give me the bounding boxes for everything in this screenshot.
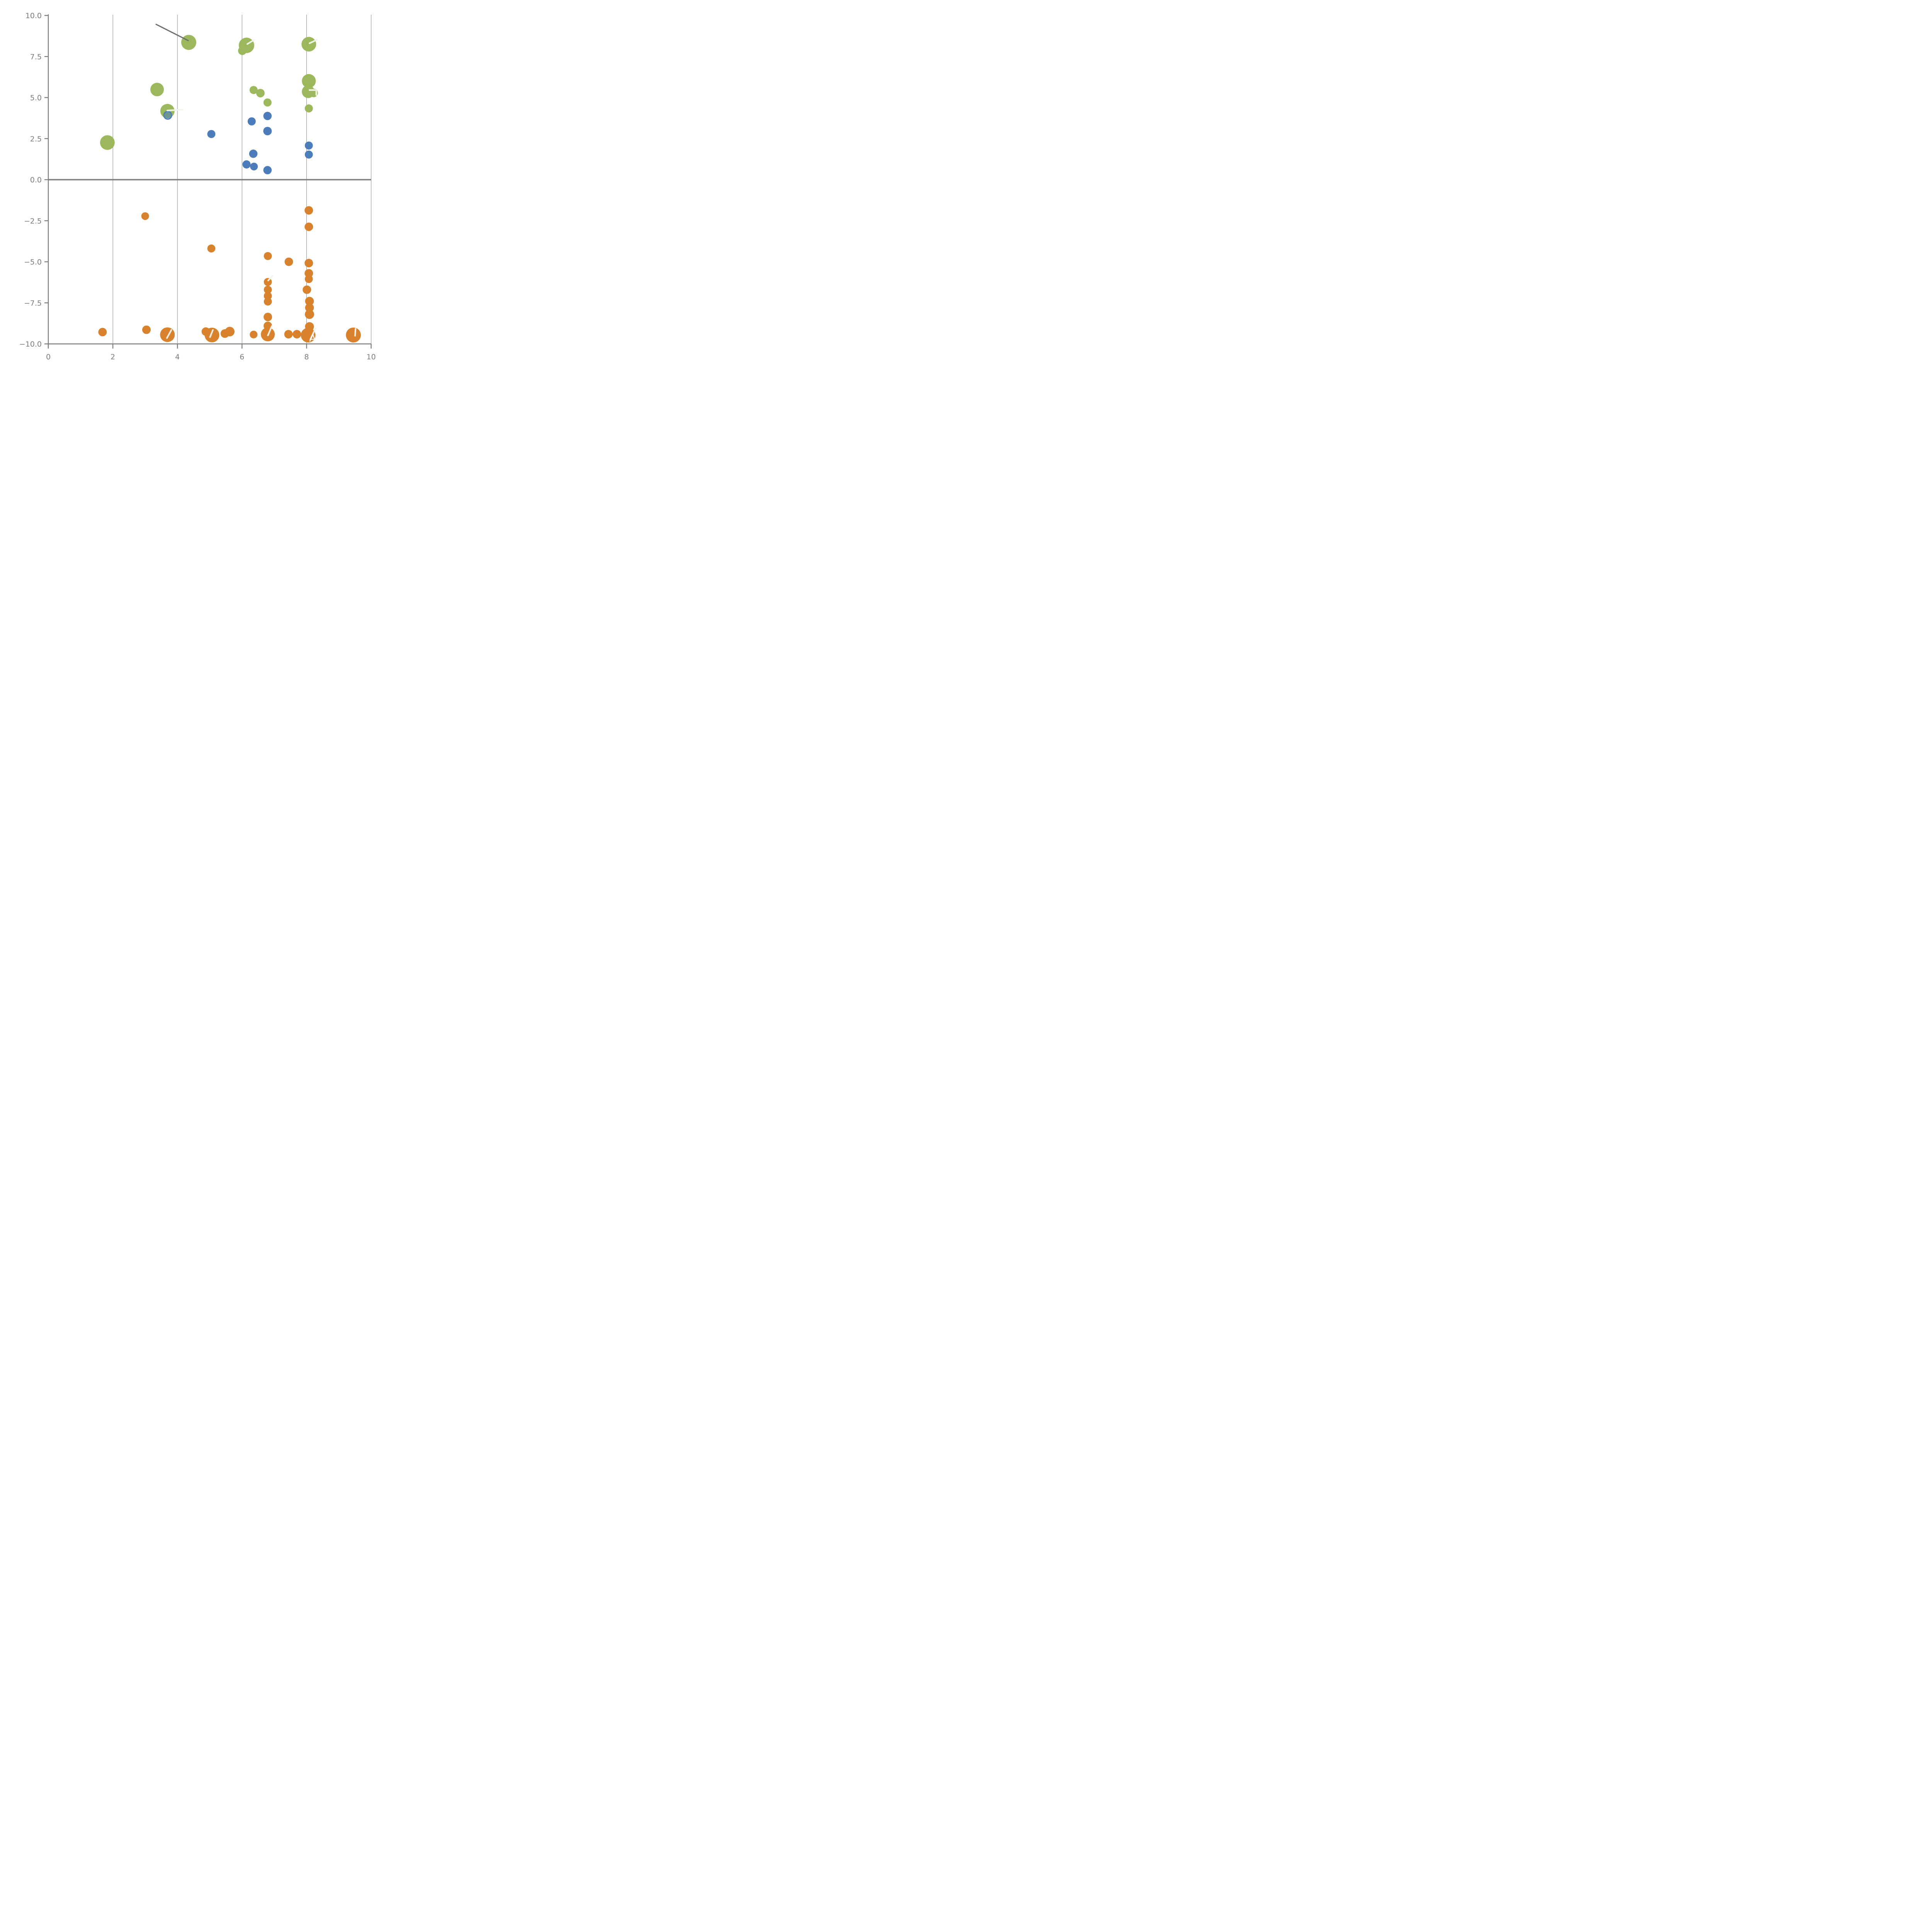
bubble-orange-9 bbox=[303, 285, 311, 294]
bubble-chart-figure: 10.0 7.5 5.0 2.5 0.0 −2.5 −5.0 −7.5 −10.0 0 2 4 6 8 10… bbox=[0, 0, 386, 386]
label-A: A bbox=[309, 333, 316, 344]
y-tick-label-0: 0.0 bbox=[30, 176, 42, 184]
bubble-orange-14 bbox=[264, 278, 272, 286]
bubble-orange-18 bbox=[264, 313, 272, 321]
bubble-orange-29 bbox=[284, 330, 293, 338]
bubble-green-9 bbox=[263, 98, 272, 107]
bubble-orange-26 bbox=[225, 327, 235, 337]
y-tick-label-7.5: 7.5 bbox=[30, 53, 42, 61]
y-tick-label-2.5: 2.5 bbox=[30, 135, 42, 143]
bubble-orange-1 bbox=[304, 206, 313, 215]
bubble-orange-6 bbox=[304, 259, 313, 267]
bubble-orange-22 bbox=[160, 327, 175, 342]
bubble-blue-6 bbox=[250, 163, 258, 170]
bubble-orange-2 bbox=[304, 222, 313, 231]
bubble-blue-8 bbox=[304, 141, 313, 150]
y-tick-label--2.5: −2.5 bbox=[24, 217, 42, 225]
y-tick-label-10: 10.0 bbox=[26, 12, 42, 20]
bubble-green-0 bbox=[181, 35, 196, 50]
bubble-orange-24 bbox=[204, 328, 219, 343]
bubble-orange-8 bbox=[304, 275, 313, 283]
bubble-blue-0 bbox=[207, 130, 216, 138]
bubble-green-2 bbox=[238, 46, 247, 55]
y-tick-label--7.5: −7.5 bbox=[24, 299, 42, 308]
x-tick-label-6: 6 bbox=[240, 353, 244, 361]
x-tick-label-4: 4 bbox=[175, 353, 180, 361]
bubble-blue-translucent-0 bbox=[163, 111, 172, 120]
bubble-orange-5 bbox=[284, 257, 293, 266]
x-tick-label-0: 0 bbox=[46, 353, 51, 361]
white-tick-2 bbox=[166, 109, 184, 112]
bubble-green-8 bbox=[256, 89, 265, 98]
bubble-orange-27 bbox=[250, 330, 258, 338]
bubble-blue-2 bbox=[247, 117, 256, 126]
x-tick-label-2: 2 bbox=[111, 353, 115, 361]
white-tick-1 bbox=[308, 39, 318, 44]
white-tick-9 bbox=[309, 327, 317, 341]
x-tick-label-8: 8 bbox=[304, 353, 309, 361]
leader-line bbox=[155, 24, 189, 41]
x-tick-label-10: 10 bbox=[366, 353, 376, 361]
bubble-green-4 bbox=[150, 83, 164, 97]
bubble-orange-30 bbox=[293, 330, 301, 338]
bubble-green-13 bbox=[304, 104, 313, 113]
bubble-blue-3 bbox=[263, 127, 272, 136]
bubble-blue-1 bbox=[263, 112, 272, 120]
bubble-chart-canvas: 10.0 7.5 5.0 2.5 0.0 −2.5 −5.0 −7.5 −10.0 0 2 4 6 8 10… bbox=[19, 12, 376, 361]
bubble-blue-5 bbox=[242, 160, 251, 169]
bubble-orange-10 bbox=[305, 297, 314, 306]
bubble-blue-7 bbox=[263, 166, 272, 175]
bubble-green-10 bbox=[302, 74, 316, 88]
bubble-orange-12 bbox=[304, 310, 314, 319]
white-tick-7 bbox=[209, 329, 214, 338]
bubble-green-7 bbox=[249, 86, 258, 94]
bubble-orange-17 bbox=[264, 297, 272, 306]
bubble-orange-3 bbox=[207, 244, 216, 253]
bubble-green-6 bbox=[100, 135, 115, 150]
white-tick-6 bbox=[166, 329, 172, 339]
bubble-orange-15 bbox=[264, 286, 272, 294]
bubble-blue-4 bbox=[249, 150, 258, 158]
y-tick-label--5: −5.0 bbox=[24, 258, 42, 267]
bubble-orange-16 bbox=[264, 292, 272, 300]
bubble-orange-31 bbox=[301, 328, 316, 343]
bubble-green-3 bbox=[301, 37, 316, 52]
white-tick-0 bbox=[246, 39, 255, 45]
y-tick-label-5: 5.0 bbox=[30, 94, 42, 102]
white-tick-5 bbox=[267, 275, 274, 282]
bubble-orange-11 bbox=[305, 303, 314, 312]
bubble-orange-32 bbox=[346, 327, 361, 343]
bubble-orange-4 bbox=[264, 252, 272, 260]
bubble-orange-7 bbox=[304, 269, 313, 278]
white-tick-8 bbox=[267, 325, 273, 337]
bubble-blue-9 bbox=[304, 150, 313, 159]
y-tick-label--10: −10.0 bbox=[19, 340, 42, 349]
bubble-orange-0 bbox=[141, 212, 149, 220]
bubble-orange-21 bbox=[142, 325, 151, 334]
bubble-orange-20 bbox=[98, 328, 107, 337]
